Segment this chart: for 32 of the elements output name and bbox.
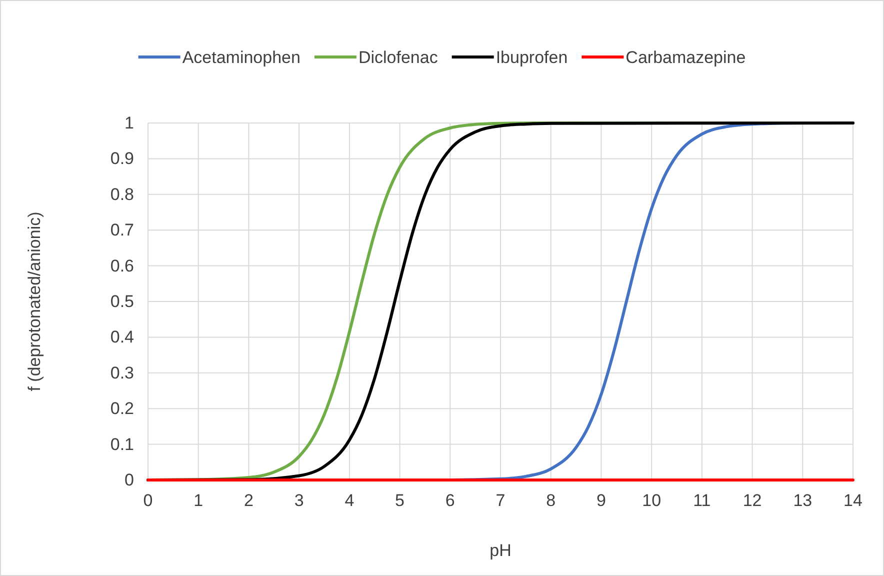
x-tick-label: 2 xyxy=(244,491,254,510)
y-tick-label: 0.2 xyxy=(110,399,134,418)
x-tick-label: 9 xyxy=(596,491,606,510)
x-tick-label: 12 xyxy=(742,491,762,510)
x-tick-label: 13 xyxy=(793,491,812,510)
y-tick-label: 0.9 xyxy=(110,149,134,168)
y-tick-label: 0.3 xyxy=(110,363,134,382)
x-tick-label: 0 xyxy=(143,491,153,510)
x-tick-label: 8 xyxy=(546,491,556,510)
y-axis-title: f (deprotonated/anionic) xyxy=(25,212,44,392)
x-tick-label: 11 xyxy=(693,491,711,510)
x-tick-label: 1 xyxy=(194,491,204,510)
y-tick-label: 0.8 xyxy=(110,184,134,204)
x-tick-label: 5 xyxy=(395,491,405,510)
y-tick-label: 0.4 xyxy=(110,328,134,347)
x-tick-label: 10 xyxy=(642,491,662,510)
y-tick-label: 1 xyxy=(124,113,134,132)
y-tick-label: 0.7 xyxy=(110,220,134,240)
y-tick-label: 0 xyxy=(124,470,134,490)
legend-label: Carbamazepine xyxy=(626,48,746,67)
x-tick-label: 6 xyxy=(445,491,455,510)
legend-label: Diclofenac xyxy=(358,48,438,67)
legend-label: Acetaminophen xyxy=(182,48,300,67)
x-tick-label: 14 xyxy=(844,491,862,510)
x-axis-title: pH xyxy=(490,541,512,560)
y-tick-label: 0.1 xyxy=(110,434,134,454)
x-tick-label: 7 xyxy=(496,491,506,510)
y-tick-label: 0.6 xyxy=(110,256,134,276)
y-tick-label: 0.5 xyxy=(110,292,134,311)
legend-label: Ibuprofen xyxy=(496,48,568,67)
x-tick-label: 3 xyxy=(294,491,304,510)
x-tick-label: 4 xyxy=(344,491,354,510)
